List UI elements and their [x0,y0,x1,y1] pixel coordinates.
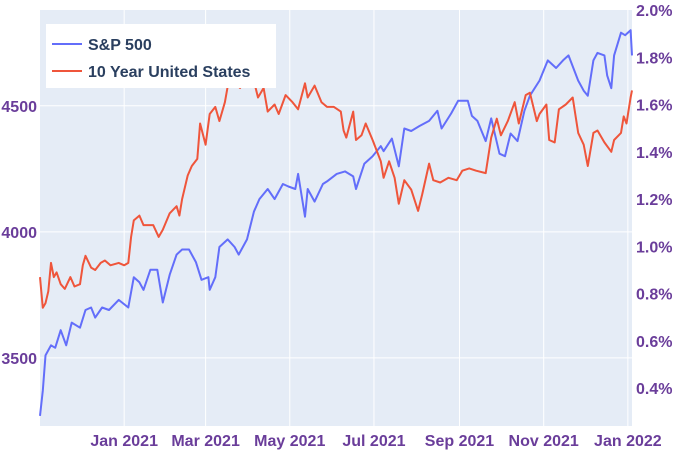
x-axis-ticks: Jan 2021 Mar 2021 May 2021 Jul 2021 Sep 2021… [90,433,661,450]
y-right-tick-label: 1.4% [636,145,672,162]
series-line-sp500[interactable] [39,29,633,417]
x-tick-label: Jan 2022 [594,433,662,450]
series-line-10-year[interactable] [39,70,633,309]
y-right-tick-label: 1.6% [636,98,672,115]
x-tick-label: Jul 2021 [342,433,405,450]
legend[interactable]: S&P 500 10 Year United States [46,24,276,88]
x-tick-label: May 2021 [254,433,325,450]
y-left-tick-label: 4000 [1,225,37,242]
x-tick-label: Sep 2021 [425,433,494,450]
x-tick-label: Nov 2021 [509,433,579,450]
legend-item-sp500[interactable]: S&P 500 [52,37,152,54]
y-right-tick-label: 0.4% [636,381,672,398]
y-right-tick-label: 2.0% [636,3,672,20]
y-left-tick-label: 3500 [1,351,37,368]
x-tick-label: Jan 2021 [90,433,158,450]
y-right-tick-label: 1.0% [636,239,672,256]
y-right-tick-label: 0.6% [636,334,672,351]
legend-label-sp500: S&P 500 [88,37,152,54]
legend-item-10-year[interactable]: 10 Year United States [52,64,251,81]
legend-label-10-year: 10 Year United States [88,64,251,81]
y-left-tick-label: 4500 [1,99,37,116]
y-right-tick-label: 0.8% [636,287,672,304]
x-tick-label: Mar 2021 [171,433,240,450]
y-axis-right-ticks: 0.4% 0.6% 0.8% 1.0% 1.2% 1.4% 1.6% 1.8% 2.0% [636,3,672,398]
y-right-tick-label: 1.8% [636,50,672,67]
y-right-tick-label: 1.2% [636,192,672,209]
legend-background [46,24,276,88]
y-axis-left-ticks: 3500 4000 4500 [1,99,37,368]
series-lines [39,29,633,417]
